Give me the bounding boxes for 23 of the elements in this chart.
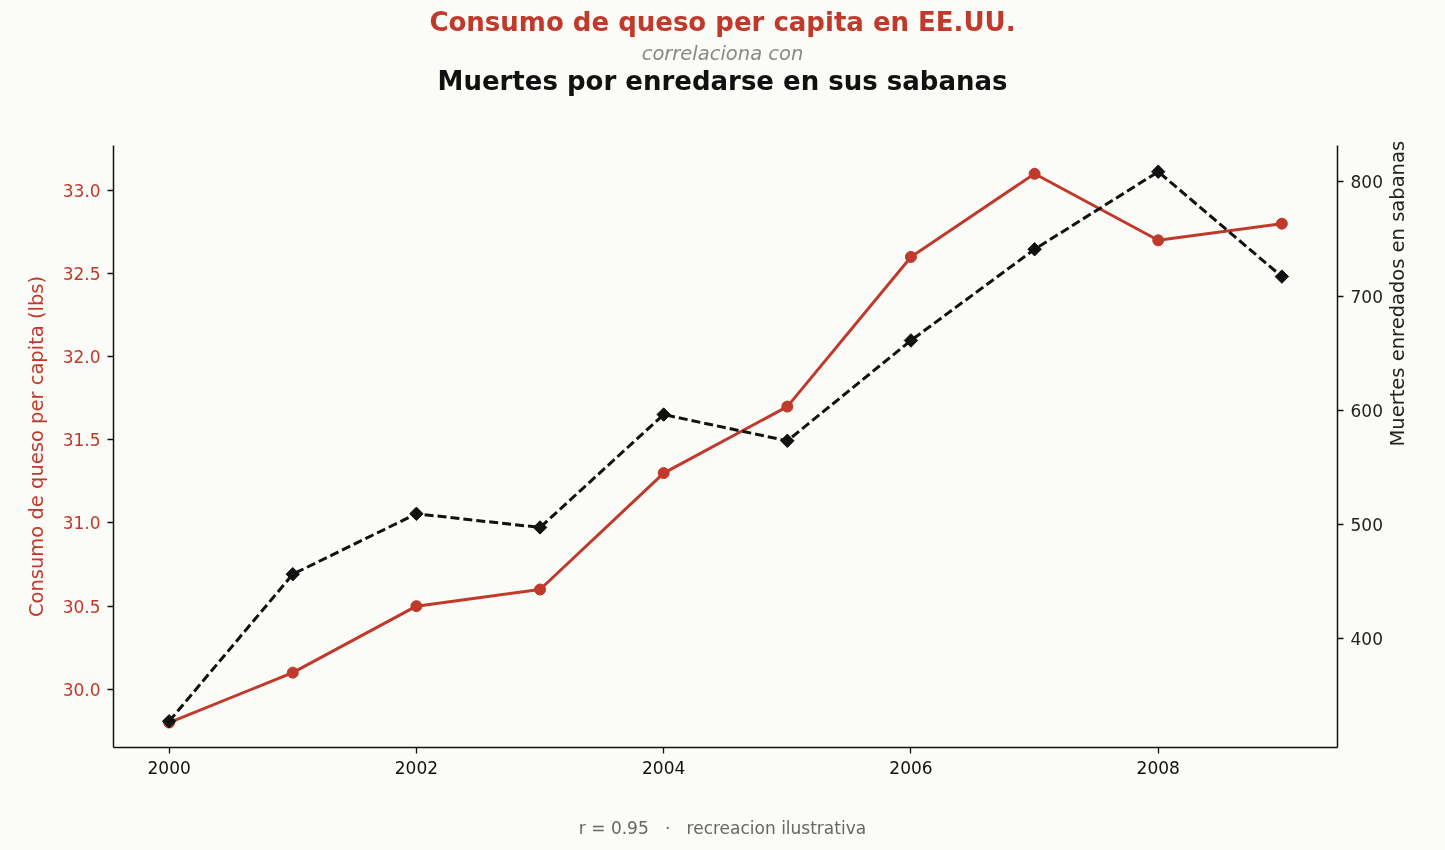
y-axis-title: Consumo de queso per capita (lbs): [24, 275, 48, 618]
y-tick-label: 31.0: [62, 513, 101, 534]
y-tick-label: 30.5: [62, 596, 101, 617]
x-tick-label: 2006: [889, 757, 933, 778]
y2-tick-label: 500: [1350, 514, 1383, 535]
y-tick-label: 32.5: [62, 264, 101, 285]
y2-tick-label: 800: [1350, 172, 1383, 193]
x-tick-label: 2004: [642, 757, 686, 778]
text: Consumo de queso per capita en EE.UU.: [429, 7, 1016, 37]
text: r = 0.95 · recreacion ilustrativa: [578, 817, 867, 840]
x-tick-label: 2000: [147, 757, 191, 778]
x-tick-label: 2008: [1136, 757, 1180, 778]
y-tick-label: 33.0: [62, 180, 101, 201]
y2-tick-label: 700: [1350, 286, 1383, 307]
y-tick-label: 32.0: [62, 347, 101, 368]
text: Muertes por enredarse en sus sabanas: [437, 65, 1008, 98]
y2-tick-label: 400: [1350, 628, 1383, 649]
y-tick-label: 31.5: [62, 430, 101, 451]
x-tick-label: 2002: [394, 757, 439, 778]
chart-subtitle: correlaciona con: [641, 42, 804, 65]
y2-tick-label: 600: [1350, 400, 1383, 421]
y-tick-label: 30.0: [62, 679, 101, 700]
y2-axis-title: Muertes enredados en sabanas: [1386, 140, 1410, 447]
